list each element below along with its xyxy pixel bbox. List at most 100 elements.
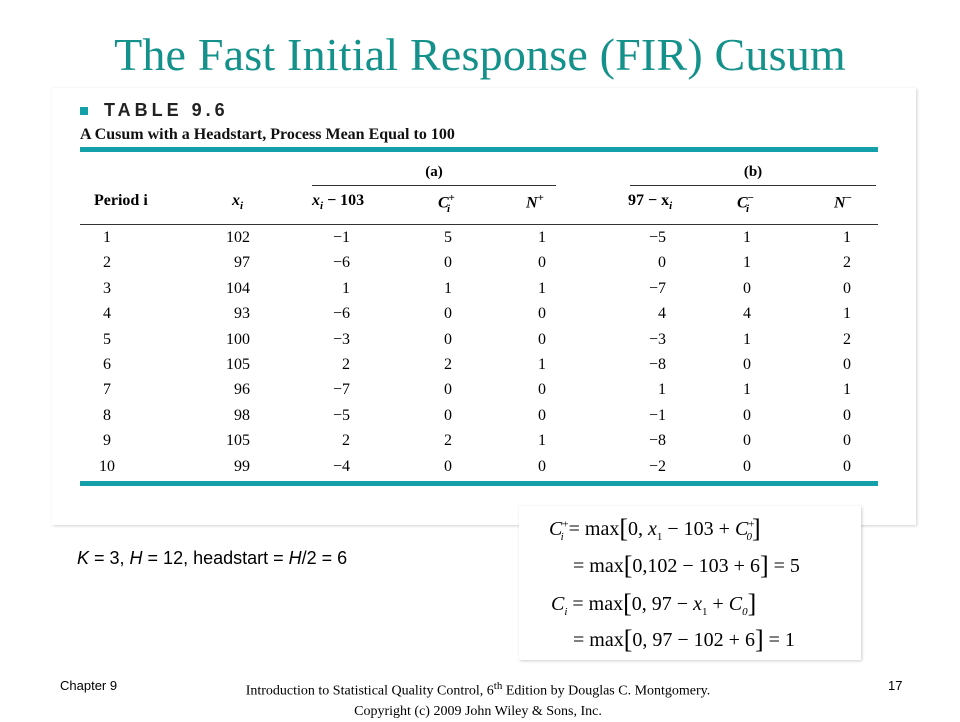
table-cell-a3: 1 [538,432,546,450]
table-cell-period: 5 [103,330,111,348]
footer-citation: Introduction to Statistical Quality Cont… [245,680,711,719]
table-cell-a3: 0 [538,406,546,424]
table-cell-b2: 0 [743,356,751,373]
table-cell-a2: 0 [444,330,452,348]
table-cell-x: 93 [234,305,250,323]
table-cell-b3: 1 [843,229,851,246]
table-cell-b1: −8 [648,432,666,450]
table-cell-a3: 1 [538,229,546,246]
table-cell-b2: 0 [743,457,751,475]
table-cell-b2: 0 [743,279,751,297]
table-cell-period: 1 [103,229,111,246]
table-cell-a3: 0 [538,457,546,475]
table-row: 9 105 2 2 1 −8 0 0 [80,429,878,454]
table-row: 7 96 −7 0 0 1 1 1 [80,378,878,403]
table-cell-b2: 1 [743,254,751,272]
table-cell-x: 99 [234,457,250,475]
table-cell-a3: 0 [538,305,546,323]
formula-line-4: = max[0, 97 − 102 + 6] = 1 [573,625,795,654]
header-x: xi [232,192,244,213]
table-cell-b1: 4 [658,305,666,323]
table-cell-b2: 1 [743,229,751,246]
table-cell-a1: −3 [332,330,350,348]
header-c-minus: C−i [737,192,754,215]
formula-line-3: Ci = max[0, 97 − x1 + C0] [551,589,757,618]
table-cell-b3: 2 [843,330,851,348]
table-cell-a1: 1 [342,279,350,297]
table-figure: TABLE 9.6 A Cusum with a Headstart, Proc… [52,88,916,525]
table-cell-a3: 0 [538,381,546,399]
table-cell-a2: 0 [444,406,452,424]
table-cell-x: 100 [226,330,250,348]
table-cell-x: 96 [234,381,250,399]
table-cell-x: 102 [226,229,250,246]
formula-line-1: C+i = max[0, x1 − 103 + C+0] [549,514,761,543]
table-cell-b3: 1 [843,305,851,323]
table-row: 3 104 1 1 1 −7 0 0 [80,277,878,302]
table-cell-a2: 2 [444,356,452,373]
table-cell-x: 105 [226,356,250,373]
table-cell-period: 6 [103,356,111,373]
table-cell-period: 3 [103,279,111,297]
table-cell-x: 105 [226,432,250,450]
footer-chapter: Chapter 9 [60,678,118,693]
table-cell-a3: 0 [538,330,546,348]
table-cell-b2: 1 [743,381,751,399]
table-cell-period: 9 [103,432,111,450]
table-cell-a1: −6 [332,305,350,323]
table-label: TABLE 9.6 [80,98,229,122]
table-cell-b3: 0 [843,432,851,450]
table-cell-a2: 2 [444,432,452,450]
table-row: 5 100 −3 0 0 −3 1 2 [80,328,878,353]
table-row: 6 105 2 2 1 −8 0 0 [80,353,878,378]
table-cell-b3: 0 [843,457,851,475]
table-cell-period: 8 [103,406,111,424]
table-cell-a2: 0 [444,305,452,323]
table-row: 4 93 −6 0 0 4 4 1 [80,302,878,327]
table-cell-a3: 0 [538,254,546,272]
table-cell-b1: −7 [648,279,666,297]
table-cell-b1: 0 [658,254,666,272]
table-cell-b1: −5 [648,229,666,246]
table-cell-b3: 0 [843,406,851,424]
footer-page-number: 17 [888,678,903,693]
table-cell-b3: 1 [843,381,851,399]
table-number: TABLE 9.6 [104,99,229,120]
table-row: 10 99 −4 0 0 −2 0 0 [80,455,878,480]
header-n-minus: N− [834,192,852,212]
table-cell-a2: 0 [444,254,452,272]
table-cell-a1: 2 [342,432,350,450]
header-97-minus-xi: 97 − xi [628,192,673,213]
table-cell-b2: 0 [743,432,751,450]
table-top-rule [80,147,878,152]
table-row: 8 98 −5 0 0 −1 0 0 [80,404,878,429]
table-cell-b1: 1 [658,381,666,399]
table-cell-period: 10 [99,457,115,475]
table-cell-x: 97 [234,254,250,272]
parameters-text: K = 3, H = 12, headstart = H/2 = 6 [77,548,348,568]
header-rule [80,224,878,225]
table-cell-period: 4 [103,305,111,323]
table-cell-b3: 0 [843,356,851,373]
table-cell-b1: −1 [648,406,666,424]
table-cell-a1: −7 [332,381,350,399]
table-cell-a1: −5 [332,406,350,424]
table-cell-a2: 0 [444,381,452,399]
table-cell-a2: 1 [444,279,452,297]
formula-figure: C+i = max[0, x1 − 103 + C+0] = max[0,102… [519,506,861,660]
table-cell-b2: 4 [743,305,751,323]
formula-line-2: = max[0,102 − 103 + 6] = 5 [573,551,800,580]
group-a-rule [312,185,556,186]
header-n-plus: N+ [526,192,544,212]
table-cell-x: 104 [226,279,250,297]
table-cell-b1: −3 [648,330,666,348]
table-cell-a1: −4 [332,457,350,475]
group-b-rule [630,185,876,186]
table-cell-a3: 1 [538,279,546,297]
table-cell-a1: 2 [342,356,350,373]
table-cell-a2: 5 [444,229,452,246]
table-cell-period: 2 [103,254,111,272]
table-cell-b1: −8 [648,356,666,373]
square-bullet-icon [80,107,88,115]
table-caption: A Cusum with a Headstart, Process Mean E… [80,126,455,143]
